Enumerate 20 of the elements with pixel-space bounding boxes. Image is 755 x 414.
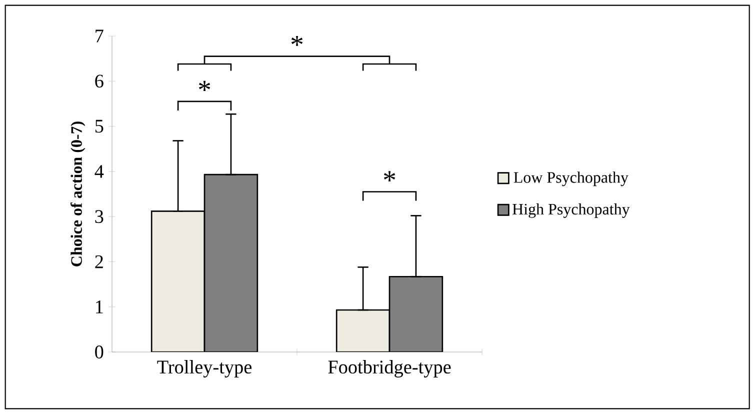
- y-tick-label: 3: [95, 210, 104, 224]
- x-tick-label: Trolley-type: [157, 360, 252, 378]
- y-tick-label: 6: [95, 74, 104, 88]
- legend-label: High Psychopathy: [512, 203, 630, 218]
- y-tick-label: 1: [96, 300, 103, 314]
- y-tick-label: 5: [95, 120, 104, 133]
- annotation: *: [198, 80, 210, 92]
- y-tick-label: 4: [94, 165, 104, 178]
- bar: [336, 309, 390, 352]
- y-tick-label: 7: [96, 30, 104, 42]
- y-tick-label: 2: [95, 255, 103, 268]
- annotation: *: [291, 36, 303, 46]
- bar: [204, 174, 258, 352]
- x-tick-label: Footbridge-type: [328, 360, 451, 378]
- y-axis-title: Choice of action (0-7): [70, 122, 86, 266]
- y-tick-label: 0: [95, 346, 104, 358]
- bar: [388, 276, 444, 352]
- bar: [150, 210, 206, 352]
- legend-label: Low Psychopathy: [514, 172, 628, 186]
- annotation: *: [384, 171, 396, 182]
